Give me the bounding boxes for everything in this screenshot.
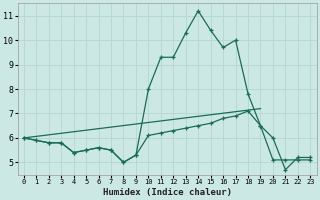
X-axis label: Humidex (Indice chaleur): Humidex (Indice chaleur) xyxy=(103,188,232,197)
